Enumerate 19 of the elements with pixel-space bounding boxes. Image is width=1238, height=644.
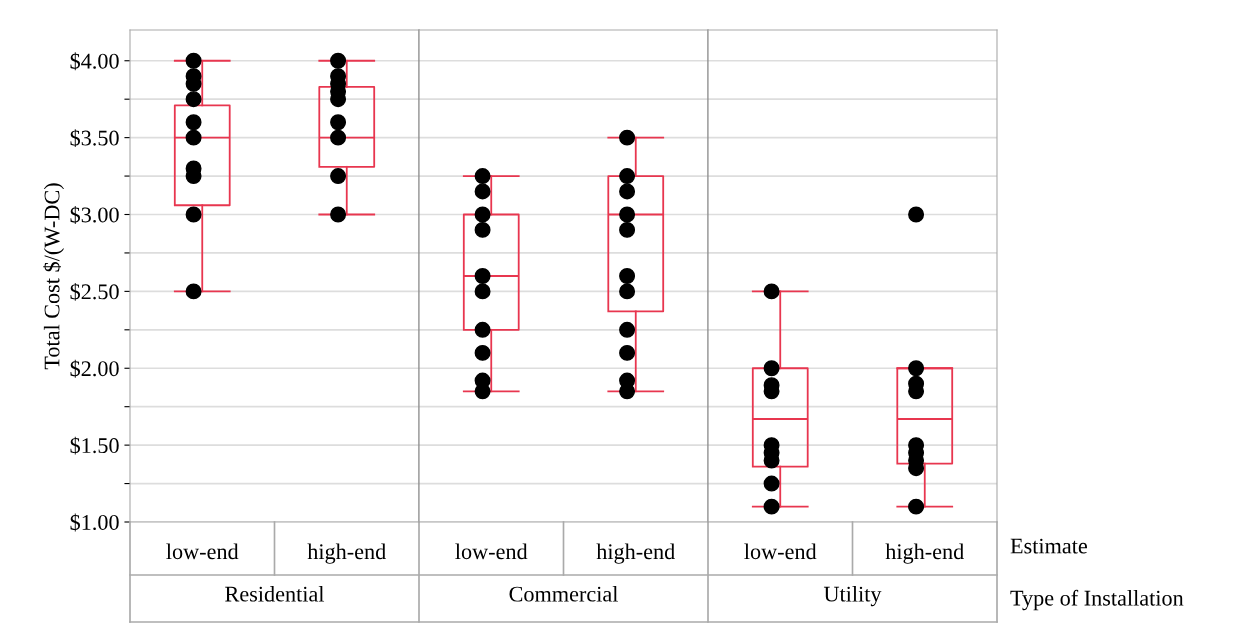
y-axis-title: Total Cost $/(W-DC): [43, 183, 65, 370]
y-tick-label: $1.50: [70, 436, 119, 455]
x-tick-label: low-end: [455, 543, 528, 560]
x-axis-title: Residential: [225, 585, 325, 602]
y-tick-label: $2.00: [70, 359, 119, 378]
y-tick-label: $3.00: [70, 206, 119, 224]
x-tick-label: high-end: [307, 543, 386, 564]
x-tick-label: low-end: [166, 543, 239, 560]
y-tick-label: $4.00: [70, 52, 119, 71]
x-tick-label: high-end: [596, 543, 675, 564]
text: Type of Installation: [1010, 589, 1184, 611]
y-tick-label: $2.50: [70, 282, 119, 301]
y-tick-label: $3.50: [70, 129, 119, 148]
x-tick-label: high-end: [885, 543, 964, 564]
x-axis-title: Commercial: [509, 585, 618, 602]
x-axis-title: Utility: [823, 585, 882, 607]
text: Estimate: [1010, 538, 1087, 554]
x-tick-label: low-end: [744, 543, 817, 560]
y-tick-label: $1.00: [70, 513, 119, 532]
